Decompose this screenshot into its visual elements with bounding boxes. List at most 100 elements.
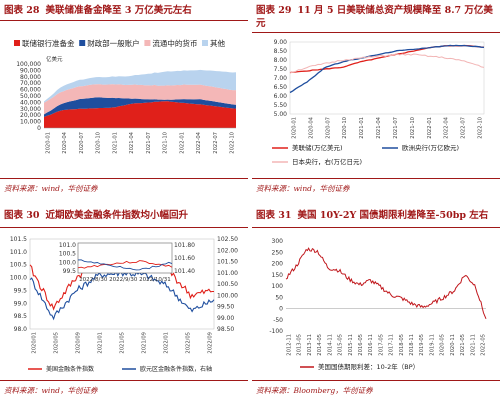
legend-label: 美国金融条件指数 <box>46 365 94 373</box>
y-tick-label: 5.00 <box>274 111 288 118</box>
area-series <box>44 97 236 117</box>
y-tick-label: 100 <box>272 283 284 290</box>
y-tick-right: 100.00 <box>217 292 238 299</box>
y-tick-left: 100.0 <box>10 275 27 282</box>
y-tick-label: 6.50 <box>274 84 288 91</box>
y-tick-right: 99.00 <box>217 315 234 322</box>
x-xtick: 2020-07 <box>325 117 331 139</box>
y-tick-right: 102.00 <box>217 247 238 254</box>
caption-text: 11 月 5 日美联储总资产规模降至 8.7 万亿美元 <box>256 5 493 29</box>
y-tick-label: 20,000 <box>20 112 41 119</box>
y-tick-label: 0 <box>279 306 283 313</box>
source-rule <box>0 178 248 179</box>
chart-fci-lines: 101.5101.0100.5100.099.599.098.598.0102.… <box>10 236 238 373</box>
legend-label: 日本央行，右(万亿日元) <box>292 157 362 166</box>
legend-label: 欧洲央行(万亿欧元) <box>402 143 459 152</box>
inset-y-right: 101.80 <box>174 242 195 249</box>
x-xtick: 2012-11 <box>287 334 293 356</box>
area-series <box>44 101 236 128</box>
x-xtick: 2022-05 <box>481 334 487 356</box>
y-tick-right: 100.50 <box>217 281 238 288</box>
y-tick-right: 101.00 <box>217 270 238 277</box>
source-rule <box>252 380 500 381</box>
source-31: 资料来源：Bloomberg，华创证券 <box>256 386 373 395</box>
x-xtick: 2021/09 <box>142 332 148 354</box>
x-xtick: 2021-04 <box>129 131 135 153</box>
y-tick-label: 30,000 <box>20 106 41 113</box>
x-xtick: 2013-05 <box>297 334 303 356</box>
x-xtick: 2022-10 <box>478 117 484 139</box>
y-tick-label: 0 <box>37 125 41 132</box>
y-tick-left: 101.5 <box>10 236 27 243</box>
y-tick-label: 40,000 <box>20 99 41 106</box>
x-xtick: 2022/05 <box>186 332 192 354</box>
x-xtick: 2015-05 <box>338 334 344 356</box>
y-tick-right: 98.50 <box>217 326 234 333</box>
x-xtick: 2020/05 <box>54 332 60 354</box>
series-line <box>29 269 215 321</box>
caption-text: 美联储准备金降至 3 万亿美元左右 <box>45 5 192 16</box>
caption-28: 图表 28 美联储准备金降至 3 万亿美元左右 <box>4 4 248 17</box>
x-xtick: 2021-07 <box>146 132 152 154</box>
legend-label: 联储银行准备金 <box>22 38 75 48</box>
x-xtick: 2016-11 <box>368 334 374 356</box>
caption-30: 图表 30 近期欧美金融条件指数均小幅回升 <box>4 209 248 222</box>
y-tick-label: 70,000 <box>20 80 41 87</box>
y-tick-label: 100,000 <box>16 61 41 68</box>
x-xtick: 2021-05 <box>460 334 466 356</box>
panel-29: 图表 29 11 月 5 日美联储总资产规模降至 8.7 万亿美元 9.00 8.5… <box>252 0 500 200</box>
legend-label: 美国国债期限利差：10-2年（BP） <box>318 362 419 371</box>
y-tick-label: 200 <box>272 261 284 268</box>
plot-frame <box>289 41 485 115</box>
x-xtick: 2015-11 <box>348 334 354 356</box>
caption-rule <box>252 227 500 228</box>
x-xtick: 2021-11 <box>470 334 476 356</box>
y-tick-label: -50 <box>273 317 283 324</box>
legend-label: 其他 <box>210 38 225 48</box>
x-xtick: 2021-01 <box>112 132 118 154</box>
series-line <box>289 44 485 94</box>
y-tick-label: 10,000 <box>20 119 41 126</box>
series-line <box>289 53 485 74</box>
y-axis-unit: 亿美元 <box>46 55 63 63</box>
y-tick-label: 6.00 <box>274 93 288 100</box>
x-xtick: 2020-01 <box>46 132 52 154</box>
x-xtick: 2020-04 <box>62 131 68 153</box>
x-xtick: 2022/09 <box>208 332 214 354</box>
legend-label: 流通中的货币 <box>152 38 197 48</box>
y-tick-label: 60,000 <box>20 87 41 94</box>
inset-y-left: 100.5 <box>59 251 76 258</box>
y-tick-label: 300 <box>272 238 284 245</box>
y-tick-right: 101.50 <box>217 259 238 266</box>
chart-term-spread-line: 300 250 200 150 100 50 0 -50 -100 2012-11 2013-05 2… <box>269 238 487 371</box>
inset-y-left: 101.0 <box>59 242 76 249</box>
source-28: 资料来源：wind，华创证券 <box>4 184 98 193</box>
y-tick-label: 5.50 <box>274 102 288 109</box>
legend-swatch <box>14 40 20 46</box>
source-29: 资料来源：wind，华创证券 <box>256 184 350 193</box>
x-xtick: 2022-10 <box>230 132 236 154</box>
panel-31: 图表 31 美国 10Y-2Y 国债期限利差降至-50bp 左右 300 250 20… <box>252 205 500 404</box>
x-xtick: 2022-01 <box>427 117 433 139</box>
source-30: 资料来源：wind，华创证券 <box>4 386 98 395</box>
caption-number: 图表 31 <box>256 210 292 221</box>
caption-rule <box>0 20 248 21</box>
x-xtick: 2022-04 <box>196 131 202 153</box>
legend-label: 欧元区金融条件指数，右轴 <box>140 365 212 373</box>
inset-line <box>77 260 173 269</box>
x-xtick: 2020/09 <box>76 332 82 354</box>
y-tick-right: 99.50 <box>217 304 234 311</box>
x-xtick: 2020-07 <box>79 132 85 154</box>
x-xtick: 2020-05 <box>440 334 446 356</box>
x-xtick: 2020-04 <box>308 116 314 138</box>
y-tick-label: 8.50 <box>274 48 288 55</box>
x-xtick: 2013-11 <box>307 334 313 356</box>
legend-label: 财政部一般账户 <box>87 38 140 48</box>
y-tick-left: 101.0 <box>10 249 27 256</box>
legend-swatch <box>144 40 151 46</box>
y-tick-label: -100 <box>269 328 283 335</box>
x-xtick: 2016-05 <box>358 334 364 356</box>
y-tick-label: 50 <box>275 294 283 301</box>
inset-y-left: 100.0 <box>59 259 76 266</box>
